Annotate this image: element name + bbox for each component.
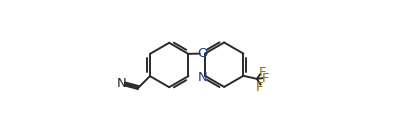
Text: F: F [256,81,263,94]
Text: F: F [262,72,269,85]
Text: N: N [198,70,208,83]
Text: N: N [117,77,126,90]
Text: O: O [197,47,207,60]
Text: F: F [259,66,266,79]
